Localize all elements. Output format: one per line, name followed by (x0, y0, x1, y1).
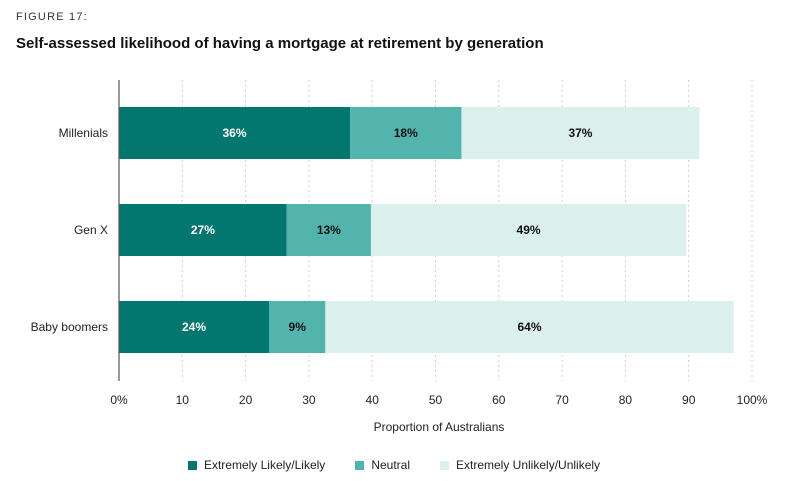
legend-swatch (187, 460, 197, 470)
bar-segment (286, 204, 371, 256)
category-label: Millenials (59, 126, 108, 140)
x-tick-label: 0% (110, 393, 128, 407)
category-label: Baby boomers (31, 320, 108, 334)
legend-label: Extremely Likely/Likely (203, 458, 326, 472)
data-label: 37% (568, 126, 592, 140)
legend-item: Neutral (355, 458, 410, 472)
data-label: 9% (289, 320, 307, 334)
category-label: Gen X (74, 223, 108, 237)
chart-title: Self-assessed likelihood of having a mor… (16, 35, 544, 52)
x-tick-label: 60 (492, 393, 506, 407)
x-tick-label: 90 (682, 393, 696, 407)
x-tick-label: 40 (366, 393, 380, 407)
x-tick-label: 70 (555, 393, 569, 407)
bar-segment (119, 204, 287, 256)
x-tick-label: 10 (176, 393, 190, 407)
data-label: 36% (223, 126, 247, 140)
figure-label: FIGURE 17: (16, 11, 88, 23)
bar-segment (119, 107, 351, 159)
legend-swatch (355, 460, 365, 470)
legend-item: Extremely Likely/Likely (187, 458, 326, 472)
x-tick-label: 20 (239, 393, 253, 407)
x-tick-label: 50 (429, 393, 443, 407)
data-label: 13% (317, 223, 341, 237)
legend-item: Extremely Unlikely/Unlikely (440, 458, 600, 472)
legend-label: Extremely Unlikely/Unlikely (456, 458, 601, 472)
stacked-bar-chart: 0% 10 20 30 40 50 60 70 80 90 100% 36% 18% 37% Milleni… (31, 80, 768, 434)
data-label: 64% (517, 320, 541, 334)
x-tick-label: 30 (302, 393, 316, 407)
bar-segment (325, 301, 734, 353)
bar-segment (269, 301, 326, 353)
data-label: 27% (191, 223, 215, 237)
data-label: 49% (517, 223, 541, 237)
bar-segment (119, 301, 270, 353)
x-axis-title: Proportion of Australians (374, 420, 505, 434)
bar-segment (370, 204, 687, 256)
legend-label: Neutral (371, 458, 410, 472)
data-label: 24% (182, 320, 206, 334)
bar-segment (461, 107, 700, 159)
bar-segment (350, 107, 462, 159)
x-tick-label: 80 (619, 393, 633, 407)
legend-swatch (440, 460, 449, 470)
x-tick-label: 100% (737, 393, 768, 407)
legend: Extremely Likely/Likely Neutral Extremely … (0, 458, 788, 472)
data-label: 18% (394, 126, 418, 140)
